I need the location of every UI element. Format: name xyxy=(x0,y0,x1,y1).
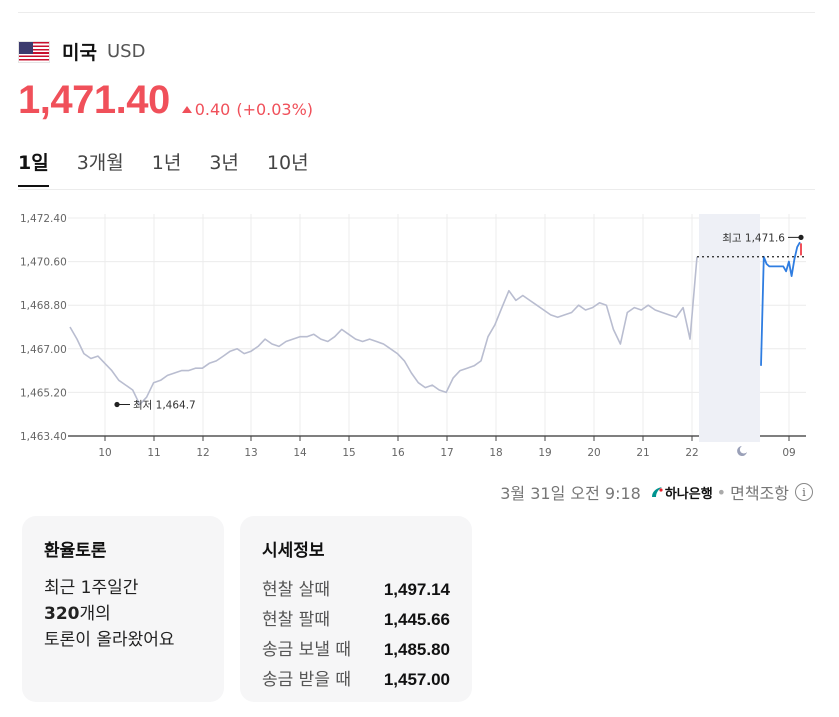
tab-3m[interactable]: 3개월 xyxy=(76,152,124,174)
high-label: 최고 1,471.6 xyxy=(722,232,785,244)
quote-row: 1,471.40 0.40 (+0.03%) xyxy=(18,78,313,123)
rate-row-remit-send: 송금 보낼 때 1,485.80 xyxy=(262,635,450,665)
hana-bank-icon xyxy=(651,487,663,497)
change-value: 0.40 xyxy=(194,100,231,119)
bank-logo: 하나은행 xyxy=(649,483,713,502)
rate-row-cash-buy: 현찰 살때 1,497.14 xyxy=(262,575,450,605)
low-label: 최저 1,464.7 xyxy=(133,400,196,412)
info-icon[interactable]: i xyxy=(795,483,813,501)
discussion-title: 환율토론 xyxy=(44,541,107,561)
y-axis-labels: 1,472.40 1,470.60 1,468.80 1,467.00 1,465.20… xyxy=(20,213,67,443)
discussion-card[interactable]: 환율토론 최근 1주일간 320개의 토론이 올라왔어요 xyxy=(22,516,224,702)
currency-header: 미국 USD xyxy=(18,38,145,65)
country-name: 미국 xyxy=(62,42,97,64)
discussion-count-line: 320개의 xyxy=(44,601,202,627)
period-tabs: 1일 3개월 1년 3년 10년 xyxy=(18,148,337,187)
discussion-count: 320 xyxy=(44,604,80,624)
x-tick-label: 22 xyxy=(685,447,698,459)
x-tick-label: 10 xyxy=(98,447,111,459)
discussion-count-suffix: 개의 xyxy=(79,604,111,624)
us-flag-icon xyxy=(18,40,50,63)
exchange-rate-chart[interactable]: 1,472.40 1,470.60 1,468.80 1,467.00 1,465.20… xyxy=(0,200,839,470)
top-divider xyxy=(18,12,815,13)
night-session-band xyxy=(699,214,760,442)
rate-label: 송금 받을 때 xyxy=(262,670,352,690)
x-tick-label: 12 xyxy=(196,447,209,459)
update-time: 3월 31일 오전 9:18 xyxy=(500,484,641,503)
rate-label: 현찰 팔때 xyxy=(262,610,330,630)
x-tick-label: 11 xyxy=(147,447,160,459)
y-tick-label: 1,467.00 xyxy=(20,344,67,356)
x-tick-label: 21 xyxy=(636,447,649,459)
high-marker: 최고 1,471.6 xyxy=(722,232,804,256)
tab-1y[interactable]: 1년 xyxy=(151,152,182,174)
x-tick-label: 20 xyxy=(587,447,600,459)
disclaimer-link[interactable]: 면책조항 xyxy=(730,484,789,503)
x-tick-label: 19 xyxy=(538,447,551,459)
rates-card: 시세정보 현찰 살때 1,497.14 현찰 팔때 1,445.66 송금 보낼… xyxy=(240,516,472,702)
y-tick-label: 1,465.20 xyxy=(20,387,67,399)
currency-code: USD xyxy=(106,41,146,62)
discussion-line3: 토론이 올라왔어요 xyxy=(44,630,175,650)
series-line-gray xyxy=(69,256,698,406)
y-tick-label: 1,463.40 xyxy=(20,431,67,443)
low-marker: 최저 1,464.7 xyxy=(114,400,196,412)
tabs-divider xyxy=(18,189,815,190)
y-tick-label: 1,472.40 xyxy=(20,213,67,225)
rate-value: 1,445.66 xyxy=(383,610,450,629)
x-tick-label: 15 xyxy=(342,447,355,459)
rates-title: 시세정보 xyxy=(262,541,325,561)
x-axis-labels: 10 11 12 13 14 15 16 17 18 19 20 21 22 09 xyxy=(98,436,796,459)
separator-dot: • xyxy=(716,482,727,502)
tab-10y[interactable]: 10년 xyxy=(266,152,309,174)
y-tick-label: 1,468.80 xyxy=(20,300,67,312)
series-line-blue xyxy=(760,241,801,366)
up-triangle-icon xyxy=(181,106,192,113)
x-tick-label: 13 xyxy=(244,447,257,459)
x-tick-label: 09 xyxy=(782,447,795,459)
rate-value: 1,497.14 xyxy=(383,580,450,599)
tab-3y[interactable]: 3년 xyxy=(209,152,239,174)
rate-label: 송금 보낼 때 xyxy=(262,640,352,660)
x-tick-label: 18 xyxy=(489,447,502,459)
current-price: 1,471.40 xyxy=(18,78,170,122)
y-tick-label: 1,470.60 xyxy=(20,257,67,269)
change-percent: (+0.03%) xyxy=(236,100,314,119)
x-tick-label: 14 xyxy=(293,447,307,459)
chart-grid xyxy=(68,214,806,437)
tab-1d[interactable]: 1일 xyxy=(18,148,49,187)
bank-name: 하나은행 xyxy=(664,486,713,502)
moon-icon xyxy=(737,446,747,456)
x-tick-label: 16 xyxy=(391,447,405,459)
moon-shape xyxy=(737,446,747,456)
rate-value: 1,485.80 xyxy=(383,640,450,659)
rate-value: 1,457.00 xyxy=(383,670,450,689)
discussion-line1: 최근 1주일간 xyxy=(44,578,139,598)
rate-label: 현찰 살때 xyxy=(262,580,330,600)
rate-row-cash-sell: 현찰 팔때 1,445.66 xyxy=(262,605,450,635)
price-change: 0.40 (+0.03%) xyxy=(181,100,314,119)
meta-row: 3월 31일 오전 9:18 하나은행 • 면책조항 i xyxy=(500,480,813,504)
rate-row-remit-receive: 송금 받을 때 1,457.00 xyxy=(262,665,450,695)
x-tick-label: 17 xyxy=(440,447,453,459)
